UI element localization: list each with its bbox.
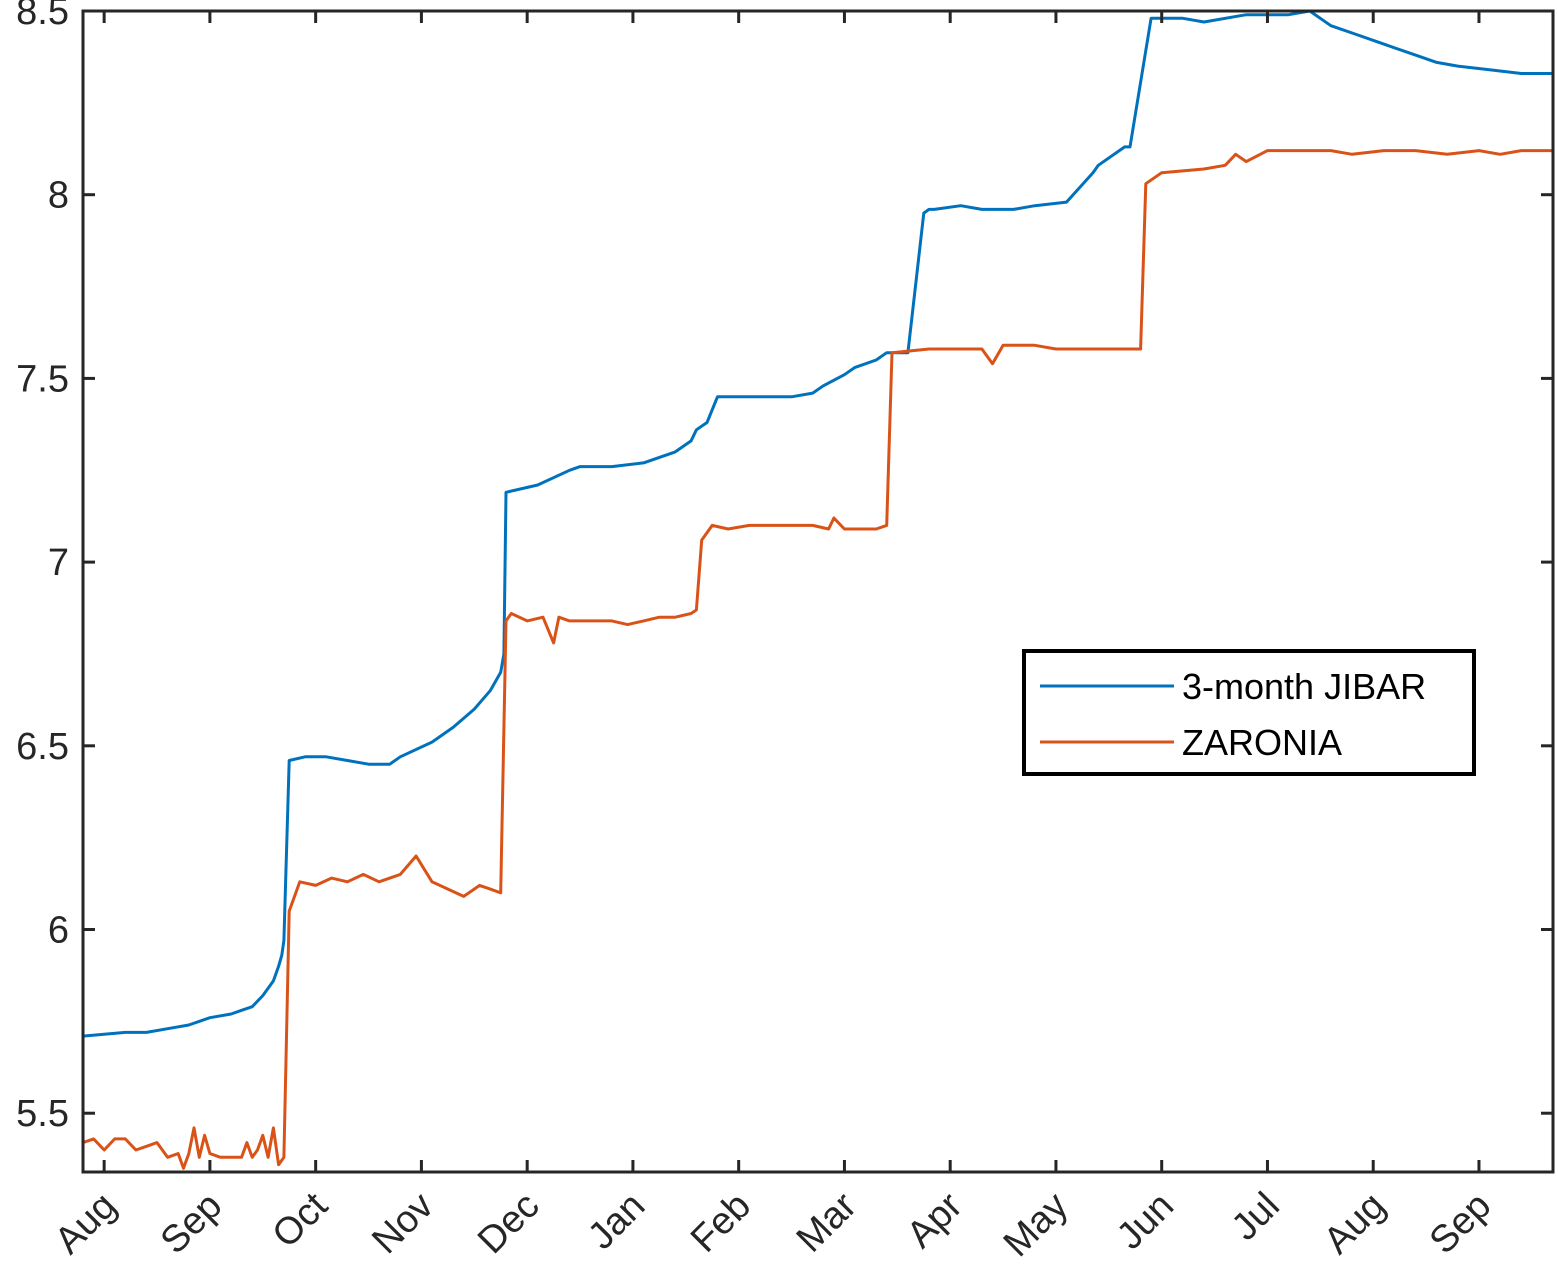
x-tick-label: Feb — [683, 1185, 759, 1261]
y-tick-label: 8.5 — [16, 0, 69, 33]
x-tick-label: Mar — [789, 1184, 865, 1260]
x-tick-label: Jul — [1224, 1185, 1288, 1249]
x-tick-label: Jan — [580, 1185, 653, 1258]
series-layer — [82, 9, 1553, 1170]
x-axis: Aug Sep Oct Nov Dec Jan Feb Mar Apr May Jun Jul Aug S… — [47, 11, 1499, 1265]
x-tick-label: Nov — [364, 1185, 441, 1262]
x-tick-label: Sep — [153, 1185, 231, 1263]
legend: 3-month JIBAR ZARONIA — [1022, 649, 1476, 776]
legend-label-zaronia: ZARONIA — [1182, 722, 1342, 763]
x-tick-label: Oct — [265, 1184, 337, 1256]
x-tick-label: Jun — [1109, 1185, 1182, 1258]
x-tick-label: Aug — [47, 1185, 125, 1263]
y-tick-label: 6 — [48, 910, 69, 952]
y-tick-label: 7 — [48, 542, 69, 584]
x-tick-label: Dec — [470, 1185, 547, 1262]
y-axis: 5.5 6 6.5 7 7.5 8 8.5 — [16, 0, 1553, 1135]
x-tick-label: Apr — [899, 1184, 971, 1256]
y-tick-label: 7.5 — [16, 358, 69, 400]
x-tick-label: Aug — [1316, 1185, 1394, 1263]
x-tick-label: Sep — [1422, 1185, 1500, 1263]
legend-box — [1022, 649, 1476, 776]
x-tick-label: May — [996, 1185, 1076, 1265]
y-tick-label: 8 — [48, 175, 69, 217]
series-line-jibar — [82, 9, 1553, 1038]
plot-area-frame — [81, 9, 1555, 1174]
y-tick-label: 6.5 — [16, 726, 69, 768]
y-tick-label: 5.5 — [16, 1093, 69, 1135]
legend-label-jibar: 3-month JIBAR — [1182, 666, 1426, 707]
series-line-zaronia — [82, 149, 1553, 1170]
